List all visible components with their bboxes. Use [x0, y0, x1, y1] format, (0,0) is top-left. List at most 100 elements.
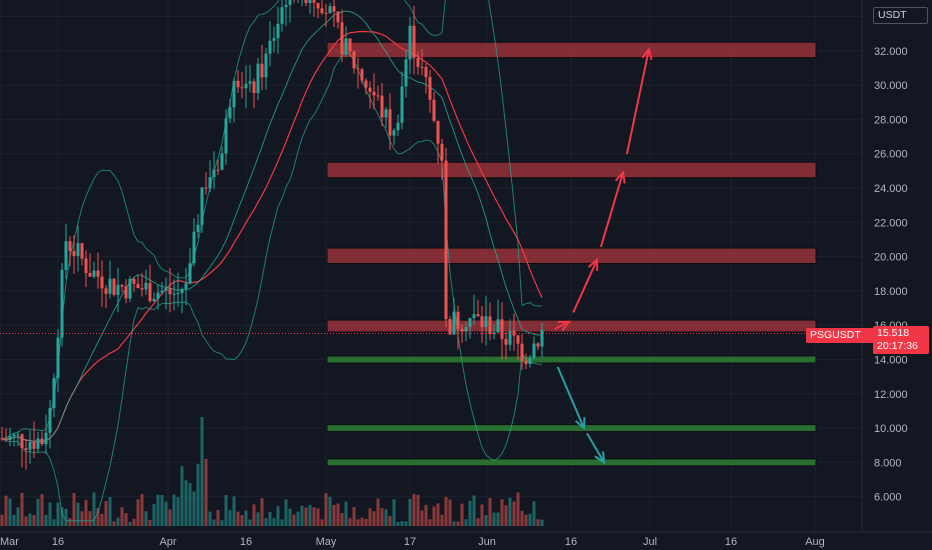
projection-up-arrow-segment [554, 320, 570, 330]
volume-bar [404, 521, 408, 526]
candle-body [280, 7, 284, 24]
candle-body [16, 434, 20, 436]
candle-body [336, 11, 340, 23]
time-tick-label: 16 [725, 536, 737, 548]
volume-bar [172, 494, 176, 526]
candle-body [204, 187, 208, 189]
volume-bar [504, 505, 508, 526]
volume-bar [36, 498, 40, 526]
volume-bar [4, 495, 8, 526]
volume-bar [372, 511, 376, 526]
candle-body [116, 285, 120, 295]
volume-bar [424, 504, 428, 526]
time-axis[interactable]: Mar 16 Apr 16 May 17 Jun 16 Jul 16 Aug [0, 531, 932, 548]
volume-bar [40, 494, 44, 526]
volume-bar [444, 496, 448, 526]
volume-bar [52, 519, 56, 526]
volume-bar [344, 501, 348, 526]
candle-body [508, 330, 512, 345]
volume-bar [452, 521, 456, 526]
indicators [1, 0, 543, 522]
candle-body [528, 357, 532, 364]
candle-body [72, 251, 76, 257]
candle-body [384, 109, 388, 118]
projection-down-arrow-segment [586, 432, 605, 463]
candle-body [256, 63, 260, 94]
candle-body [244, 83, 248, 89]
price-tick-label: 6.000 [874, 492, 902, 504]
volume-bar [360, 517, 364, 526]
price-tick-label: 28.000 [874, 114, 908, 126]
volume-bar [220, 520, 224, 526]
volume-bar [16, 507, 20, 526]
candle-body [132, 278, 136, 284]
volume-bar [304, 507, 308, 526]
resistance-zone [326, 161, 817, 179]
volume-bar [160, 495, 164, 526]
candle-body [176, 293, 180, 295]
candle-body [448, 319, 452, 335]
candle-body [140, 288, 144, 290]
candle-body [160, 290, 164, 293]
time-tick-label: 16 [240, 536, 252, 548]
band-middle-line [1, 10, 543, 442]
candle-body [272, 38, 276, 41]
volume-bar [28, 513, 32, 526]
candle-body [332, 6, 336, 12]
candle-body [432, 99, 436, 121]
volume-bar [520, 510, 524, 526]
candle-body [364, 80, 368, 88]
volume-bar [100, 514, 104, 526]
volume-bar [376, 498, 380, 526]
band-lower-line [1, 51, 543, 522]
candle-body [40, 438, 44, 445]
candle-body [404, 59, 408, 87]
quote-currency-label[interactable]: USDT [873, 7, 928, 24]
candle-body [172, 293, 176, 295]
volume-bar [540, 519, 544, 526]
candle-body [128, 278, 132, 299]
price-tick-label: 26.000 [874, 149, 908, 161]
volume-bar [148, 519, 152, 526]
candle-body [60, 269, 64, 338]
volume-bar [248, 519, 252, 526]
candle-body [368, 87, 372, 92]
price-tick-label: 24.000 [874, 183, 908, 195]
candle-body [380, 95, 384, 118]
candle-body [392, 130, 396, 136]
price-tick-label: 18.000 [874, 286, 908, 298]
volume-bar [328, 496, 332, 526]
volume-bars [0, 417, 544, 526]
candle-body [316, 2, 320, 9]
volume-bar [244, 510, 248, 526]
volume-bar [128, 521, 132, 526]
volume-bar [252, 504, 256, 526]
projection-up-arrow-segment [625, 48, 650, 155]
volume-bar [48, 502, 52, 526]
candle-body [164, 287, 168, 291]
candle-body [344, 38, 348, 55]
volume-bar [256, 512, 260, 526]
time-tick-label: Apr [159, 536, 176, 548]
projection-up-arrow-segment [572, 259, 598, 313]
candle-body [188, 263, 192, 284]
volume-bar [380, 508, 384, 526]
candle-body [120, 285, 124, 287]
candle-body [68, 241, 72, 252]
candle-body [260, 63, 264, 78]
candle-body [388, 109, 392, 136]
volume-bar [280, 519, 284, 526]
resistance-zone [326, 41, 817, 59]
candle-body [464, 327, 468, 332]
candle-body [376, 95, 380, 97]
candle-body [328, 6, 332, 14]
candle-body [428, 77, 432, 100]
candle-body [92, 270, 96, 277]
projection-up-arrow-head [641, 46, 653, 61]
time-tick-label: 16 [565, 536, 577, 548]
volume-bar [392, 499, 396, 526]
volume-bar [460, 503, 464, 526]
candle-body [524, 360, 528, 364]
